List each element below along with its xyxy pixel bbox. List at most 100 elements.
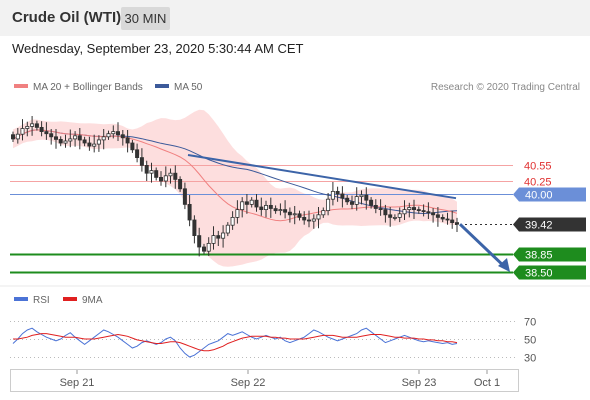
candle-body-36 bbox=[182, 188, 187, 205]
candle-body-24 bbox=[125, 137, 130, 144]
candle-body-35 bbox=[178, 178, 183, 190]
level-tag-4 bbox=[513, 247, 586, 262]
candle-body-49 bbox=[244, 201, 249, 205]
credit-text: Research © 2020 Trading Central bbox=[431, 82, 580, 93]
candle-body-27 bbox=[139, 157, 144, 166]
candle-body-53 bbox=[263, 204, 268, 210]
candle-body-8 bbox=[49, 133, 54, 138]
projection-arrow-head bbox=[498, 258, 510, 272]
candle-body-40 bbox=[201, 246, 206, 252]
candle-body-63 bbox=[311, 218, 316, 222]
trendline bbox=[187, 154, 510, 272]
level-label-3: 39.42 bbox=[525, 220, 553, 232]
candle-body-71 bbox=[349, 201, 354, 205]
level-tag-2 bbox=[513, 187, 586, 202]
candle-body-47 bbox=[235, 209, 240, 218]
candle-body-86 bbox=[421, 210, 426, 213]
candle-body-80 bbox=[392, 216, 397, 219]
candle-body-11 bbox=[63, 140, 68, 144]
candle-body-91 bbox=[445, 218, 450, 221]
candle-body-58 bbox=[287, 211, 292, 216]
legend-9ma-swatch bbox=[63, 297, 77, 301]
rsi-tick-label-0: 70 bbox=[524, 317, 536, 329]
candle-body-92 bbox=[450, 219, 455, 223]
candle-body-56 bbox=[278, 209, 283, 212]
level-label-1: 40.25 bbox=[524, 177, 552, 189]
candle-body-60 bbox=[297, 213, 302, 218]
candle-body-45 bbox=[225, 224, 230, 234]
candle-body-22 bbox=[116, 131, 121, 136]
candle-body-23 bbox=[120, 134, 125, 139]
bollinger-band bbox=[13, 109, 457, 267]
candle-body-83 bbox=[407, 207, 412, 210]
candle-body-57 bbox=[283, 209, 288, 213]
candle-body-13 bbox=[73, 135, 78, 140]
legend-ma50-swatch bbox=[155, 84, 169, 88]
candle-body-46 bbox=[230, 216, 235, 226]
candle-body-30 bbox=[154, 170, 159, 178]
candle-body-12 bbox=[68, 138, 73, 142]
candle-body-15 bbox=[82, 139, 87, 144]
level-tag-5 bbox=[513, 265, 586, 280]
candle-body-17 bbox=[92, 143, 97, 147]
candle-body-78 bbox=[383, 209, 388, 216]
candle-body-76 bbox=[373, 204, 378, 209]
candle-body-38 bbox=[192, 219, 197, 237]
report-datetime: Wednesday, September 23, 2020 5:30:44 AM… bbox=[12, 41, 304, 56]
candle-body-34 bbox=[173, 172, 178, 180]
candle-body-85 bbox=[416, 209, 421, 212]
candle-body-37 bbox=[187, 203, 192, 221]
candle-body-31 bbox=[158, 176, 163, 182]
candle-body-89 bbox=[435, 214, 440, 218]
candle-body-79 bbox=[388, 214, 393, 218]
candle-body-54 bbox=[268, 204, 273, 209]
x-tick-label-1: Sep 22 bbox=[231, 377, 266, 389]
candle-body-81 bbox=[397, 213, 402, 218]
instrument-title: Crude Oil (WTI) bbox=[12, 9, 122, 26]
candle-body-65 bbox=[321, 210, 326, 216]
legend-ma20-label: MA 20 + Bollinger Bands bbox=[33, 82, 143, 93]
x-axis: Sep 21 Sep 22 Sep 23 Oct 1 bbox=[60, 370, 500, 389]
candle-body-55 bbox=[273, 208, 278, 212]
legend-rsi-label: RSI bbox=[33, 295, 50, 306]
candle-body-9 bbox=[54, 136, 59, 140]
candle-body-5 bbox=[34, 123, 39, 128]
level-tag-3 bbox=[513, 217, 586, 232]
candle-body-6 bbox=[39, 127, 44, 133]
candle-body-67 bbox=[330, 190, 335, 200]
rsi-tick-label-2: 30 bbox=[524, 353, 536, 365]
resistance-trendline bbox=[187, 154, 457, 200]
level-label-4: 38.85 bbox=[525, 250, 553, 262]
x-tick-label-3: Oct 1 bbox=[474, 377, 500, 389]
candle-body-14 bbox=[77, 135, 82, 141]
candle-body-44 bbox=[221, 232, 226, 239]
legend-9ma-label: 9MA bbox=[82, 295, 103, 306]
bollinger-band-fill bbox=[13, 109, 457, 267]
candle-body-42 bbox=[211, 235, 216, 244]
candle-body-20 bbox=[106, 133, 111, 138]
rsi-panel: 70 50 30 bbox=[10, 317, 536, 365]
candle-body-0 bbox=[10, 134, 15, 140]
candle-body-51 bbox=[254, 199, 259, 208]
timeframe-badge[interactable]: 30 MIN bbox=[121, 7, 170, 30]
candle-body-74 bbox=[364, 194, 369, 201]
candle-body-62 bbox=[306, 219, 311, 222]
x-tick-label-2: Sep 23 bbox=[402, 377, 437, 389]
x-axis-frame bbox=[10, 369, 519, 392]
candlesticks bbox=[10, 116, 459, 257]
candle-body-90 bbox=[440, 216, 445, 220]
legend-ma20-swatch bbox=[14, 84, 28, 88]
candle-body-33 bbox=[168, 172, 173, 177]
level-label-0: 40.55 bbox=[524, 161, 552, 173]
rsi-line bbox=[12, 327, 458, 358]
candle-body-64 bbox=[316, 214, 321, 220]
legend-rsi-swatch bbox=[14, 297, 28, 301]
candle-body-10 bbox=[58, 138, 63, 144]
level-label-5: 38.50 bbox=[525, 268, 553, 280]
candle-body-28 bbox=[144, 164, 149, 174]
candle-body-29 bbox=[149, 170, 154, 174]
candle-body-75 bbox=[369, 199, 374, 206]
candle-body-32 bbox=[163, 175, 168, 182]
level-label-2: 40.00 bbox=[525, 190, 553, 202]
